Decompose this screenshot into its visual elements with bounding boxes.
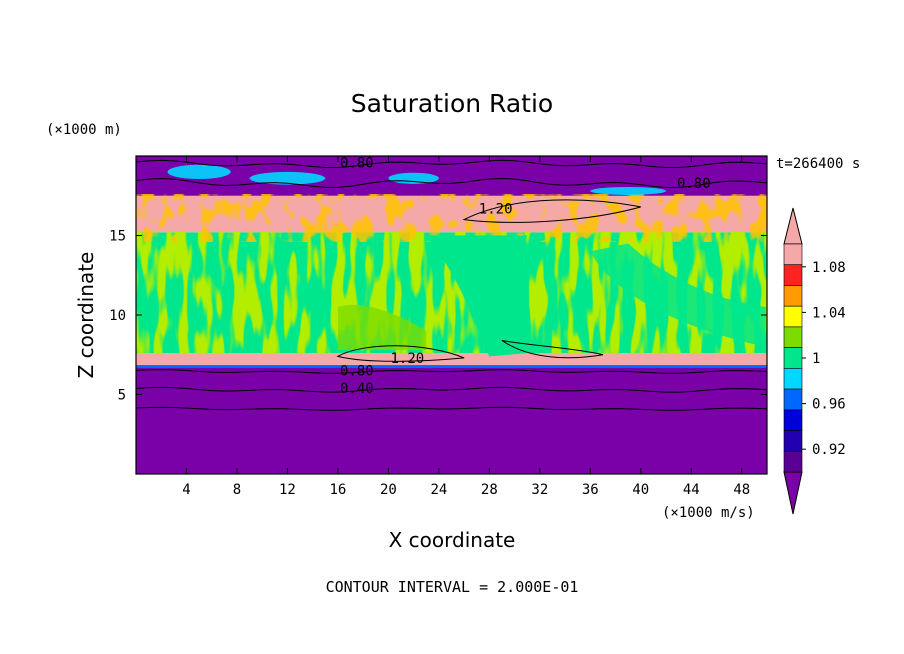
x-tick-label: 24 [430, 482, 447, 498]
lower-band-edge [136, 365, 767, 369]
contour-lower [136, 406, 767, 411]
region-lower-stable-layer [136, 365, 767, 474]
contour-0.80-lower [136, 369, 767, 374]
x-tick-label: 8 [233, 482, 241, 498]
cyan-patch [249, 171, 326, 185]
smooth-region [337, 304, 427, 350]
contour-1.20-lower [336, 345, 465, 362]
x-tick-label: 20 [380, 482, 397, 498]
colorbar-label: 1.04 [812, 305, 846, 321]
cyan-patch [388, 172, 439, 184]
x-axis-ticks: 4 8 12 16 20 24 28 32 36 40 44 48 [182, 156, 750, 498]
contour-label: 0.40 [340, 381, 374, 397]
smooth-region [590, 243, 766, 347]
x-tick-label: 4 [182, 482, 190, 498]
plot-area [136, 156, 767, 474]
contour-0.80-top [136, 159, 767, 169]
x-tick-label: 36 [582, 482, 599, 498]
contour-label: 0.80 [340, 155, 374, 171]
y-tick-label: 10 [109, 308, 126, 324]
smooth-region [426, 235, 531, 357]
x-tick-label: 48 [733, 482, 750, 498]
x-tick-label: 32 [531, 482, 548, 498]
colorbar-below-arrow [783, 471, 803, 515]
colorbar-swatch [783, 326, 803, 348]
colorbar-swatch [783, 243, 803, 266]
chart-title: Saturation Ratio [351, 89, 553, 118]
colorbar-swatch [783, 388, 803, 411]
colorbar-label: 0.96 [812, 397, 846, 413]
x-unit-label: (×1000 m/s) [662, 505, 755, 521]
region-upper-dry-layer [136, 156, 767, 196]
contour-labels: 0.800.801.201.200.800.40 [340, 155, 711, 397]
contour-label: 0.80 [677, 176, 711, 192]
cyan-patch [167, 164, 231, 180]
colorbar-swatch [783, 409, 803, 431]
contour-0.40 [136, 386, 767, 393]
time-label: t=266400 s [776, 156, 860, 172]
contour-1.20-lower-b [501, 339, 604, 359]
x-tick-label: 16 [329, 482, 346, 498]
x-tick-label: 28 [481, 482, 498, 498]
y-axis-label: Z coordinate [74, 252, 98, 379]
colorbar: 1.08 1.04 1 0.96 0.92 [783, 207, 846, 515]
contour-interval-footer: CONTOUR INTERVAL = 2.000E-01 [326, 578, 579, 596]
colorbar-swatch [783, 264, 803, 286]
x-axis-label: X coordinate [389, 528, 516, 552]
upper-texture [136, 194, 767, 242]
colorbar-swatch [783, 347, 803, 369]
contour-1.20-upper [462, 199, 641, 223]
colorbar-swatch [783, 285, 803, 307]
y-tick-label: 5 [118, 388, 126, 404]
contour-0.80-upper [136, 177, 767, 189]
colorbar-above-arrow [783, 207, 803, 245]
x-tick-label: 12 [279, 482, 296, 498]
x-tick-label: 40 [632, 482, 649, 498]
y-tick-label: 15 [109, 229, 126, 245]
cyan-patch [590, 187, 667, 195]
colorbar-swatch [783, 450, 803, 473]
y-axis-ticks: 5 10 15 [109, 229, 767, 404]
colorbar-swatch [783, 430, 803, 452]
contour-label: 1.20 [390, 351, 424, 367]
colorbar-label: 0.92 [812, 442, 846, 458]
colorbar-label: 1 [812, 351, 820, 367]
colorbar-swatch [783, 368, 803, 390]
colorbar-label: 1.08 [812, 260, 846, 276]
y-unit-label: (×1000 m) [46, 122, 122, 138]
contour-label: 0.80 [340, 364, 374, 380]
x-tick-label: 44 [683, 482, 700, 498]
contour-label: 1.20 [479, 201, 513, 217]
colorbar-swatch [783, 305, 803, 328]
